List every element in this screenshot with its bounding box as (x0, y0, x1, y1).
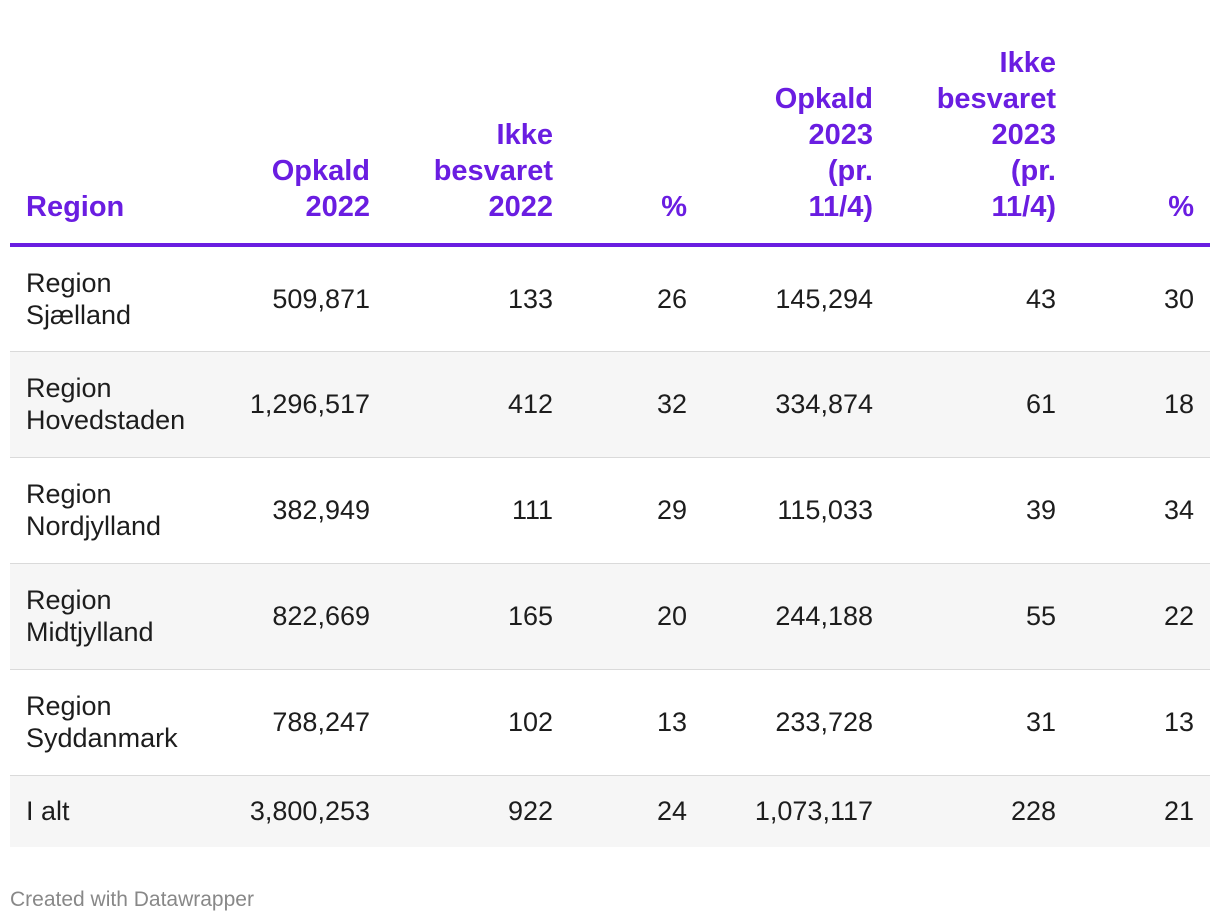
cell-percent-2022: 32 (569, 351, 703, 458)
table-row: Region Hovedstaden 1,296,517 412 32 334,874 61… (10, 351, 1210, 458)
table-row: Region Nordjylland 382,949 111 29 115,033 39 34 (10, 457, 1210, 564)
column-header-line: % (1168, 191, 1194, 223)
column-header-line: besvaret (936, 83, 1056, 115)
cell-percent-2022: 13 (569, 669, 703, 776)
cell-percent-2023: 34 (1072, 457, 1210, 564)
region-name-line: Midtjylland (26, 617, 154, 647)
cell-ikke-besvaret-2023: 31 (889, 669, 1072, 776)
cell-region: Region Midtjylland (10, 563, 210, 670)
cell-region: Region Sjælland (10, 245, 210, 352)
column-header-opkald-2022[interactable]: Opkald 2022 (210, 0, 386, 247)
cell-region: Region Hovedstaden (10, 351, 210, 458)
cell-opkald-2023: 115,033 (703, 457, 889, 564)
data-table-container: Region Opkald 2022 Ikke besvaret 2022% Opkald 2… (10, 0, 1210, 847)
cell-ikke-besvaret-2022: 102 (386, 669, 569, 776)
region-name-line: I alt (26, 796, 70, 827)
column-header-ikke-besvaret-2022[interactable]: Ikke besvaret 2022 (386, 0, 569, 247)
cell-opkald-2022: 788,247 (210, 669, 386, 776)
cell-opkald-2023: 233,728 (703, 669, 889, 776)
calls-table: Region Opkald 2022 Ikke besvaret 2022% Opkald 2… (10, 0, 1210, 847)
column-header-line: 2022 (305, 191, 370, 223)
cell-percent-2022: 26 (569, 245, 703, 352)
cell-ikke-besvaret-2022: 165 (386, 563, 569, 670)
cell-opkald-2022: 822,669 (210, 563, 386, 670)
region-name-line: Region (26, 691, 112, 721)
column-header-line: (pr. (1010, 155, 1056, 187)
table-header: Region Opkald 2022 Ikke besvaret 2022% Opkald 2… (10, 0, 1210, 247)
cell-percent-2023: 18 (1072, 351, 1210, 458)
datawrapper-credit: Created with Datawrapper (10, 888, 254, 911)
column-header-line: Region (26, 191, 125, 223)
cell-percent-2022: 24 (656, 796, 687, 827)
cell-opkald-2023: 145,294 (703, 245, 889, 352)
cell-percent-2023: 22 (1072, 563, 1210, 670)
region-name-line: Sjælland (26, 299, 132, 330)
header-row: Region Opkald 2022 Ikke besvaret 2022% Opkald 2… (10, 0, 1210, 247)
cell-ikke-besvaret-2022: 412 (386, 351, 569, 458)
column-header-line: 2022 (488, 191, 553, 223)
cell-ikke-besvaret-2023: 55 (889, 563, 1072, 670)
cell-ikke-besvaret-2022: 922 (507, 796, 553, 827)
table-row: Region Sjælland 509,871 133 26 145,294 43 30 (10, 245, 1210, 352)
cell-ikke-besvaret-2023: 43 (889, 245, 1072, 352)
column-header-line: % (661, 191, 687, 223)
cell-percent-2023: 21 (1163, 796, 1194, 827)
table-row: Region Syddanmark 788,247 102 13 233,728 31 13 (10, 669, 1210, 776)
column-header-opkald-2023[interactable]: Opkald 2023 (pr. 11/4) (703, 0, 889, 247)
region-name-line: Region (26, 479, 112, 509)
total-row: I alt 3,800,253 922 24 1,073,117 228 21 (10, 775, 1210, 847)
column-header-region[interactable]: Region (10, 0, 210, 247)
cell-ikke-besvaret-2023: 61 (889, 351, 1072, 458)
cell-ikke-besvaret-2023: 39 (889, 457, 1072, 564)
cell-opkald-2022: 509,871 (210, 245, 386, 352)
cell-region: Region Nordjylland (10, 457, 210, 564)
column-header-line: Opkald (271, 155, 370, 187)
cell-region: I alt (10, 775, 210, 847)
column-header-percent-2022[interactable]: % (569, 0, 703, 247)
column-header-line: Ikke (999, 47, 1056, 79)
column-header-line: Opkald (774, 83, 873, 115)
column-header-line: besvaret (433, 155, 553, 187)
column-header-line: 2023 (991, 119, 1056, 151)
region-name-line: Region (26, 267, 112, 298)
column-header-line: 2023 (808, 119, 873, 151)
cell-opkald-2022: 1,296,517 (210, 351, 386, 458)
cell-opkald-2022: 382,949 (210, 457, 386, 564)
column-header-line: 11/4) (991, 191, 1057, 223)
column-header-line: 11/4) (808, 191, 874, 223)
cell-ikke-besvaret-2022: 111 (386, 457, 569, 564)
table-row: Region Midtjylland 822,669 165 20 244,188 55 22 (10, 563, 1210, 670)
cell-ikke-besvaret-2023: 228 (1010, 796, 1056, 827)
column-header-percent-2023[interactable]: % (1072, 0, 1210, 247)
cell-percent-2023: 13 (1072, 669, 1210, 776)
region-name-line: Region (26, 585, 112, 615)
cell-opkald-2023: 1,073,117 (754, 796, 873, 827)
cell-opkald-2022: 3,800,253 (249, 796, 370, 827)
region-name-line: Syddanmark (26, 723, 178, 753)
cell-opkald-2023: 334,874 (703, 351, 889, 458)
region-name-line: Region (26, 373, 112, 403)
cell-percent-2022: 29 (569, 457, 703, 564)
cell-percent-2022: 20 (569, 563, 703, 670)
region-name-line: Nordjylland (26, 511, 162, 541)
cell-ikke-besvaret-2022: 133 (386, 245, 569, 352)
region-name-line: Hovedstaden (26, 405, 186, 435)
table-body: Region Sjælland 509,871 133 26 145,294 43 30 Reg… (10, 245, 1210, 847)
cell-percent-2023: 30 (1072, 245, 1210, 352)
cell-region: Region Syddanmark (10, 669, 210, 776)
column-header-line: (pr. (827, 155, 873, 187)
cell-opkald-2023: 244,188 (703, 563, 889, 670)
column-header-line: Ikke (496, 119, 553, 151)
column-header-ikke-besvaret-2023[interactable]: Ikke besvaret 2023 (pr. 11/4) (889, 0, 1072, 247)
